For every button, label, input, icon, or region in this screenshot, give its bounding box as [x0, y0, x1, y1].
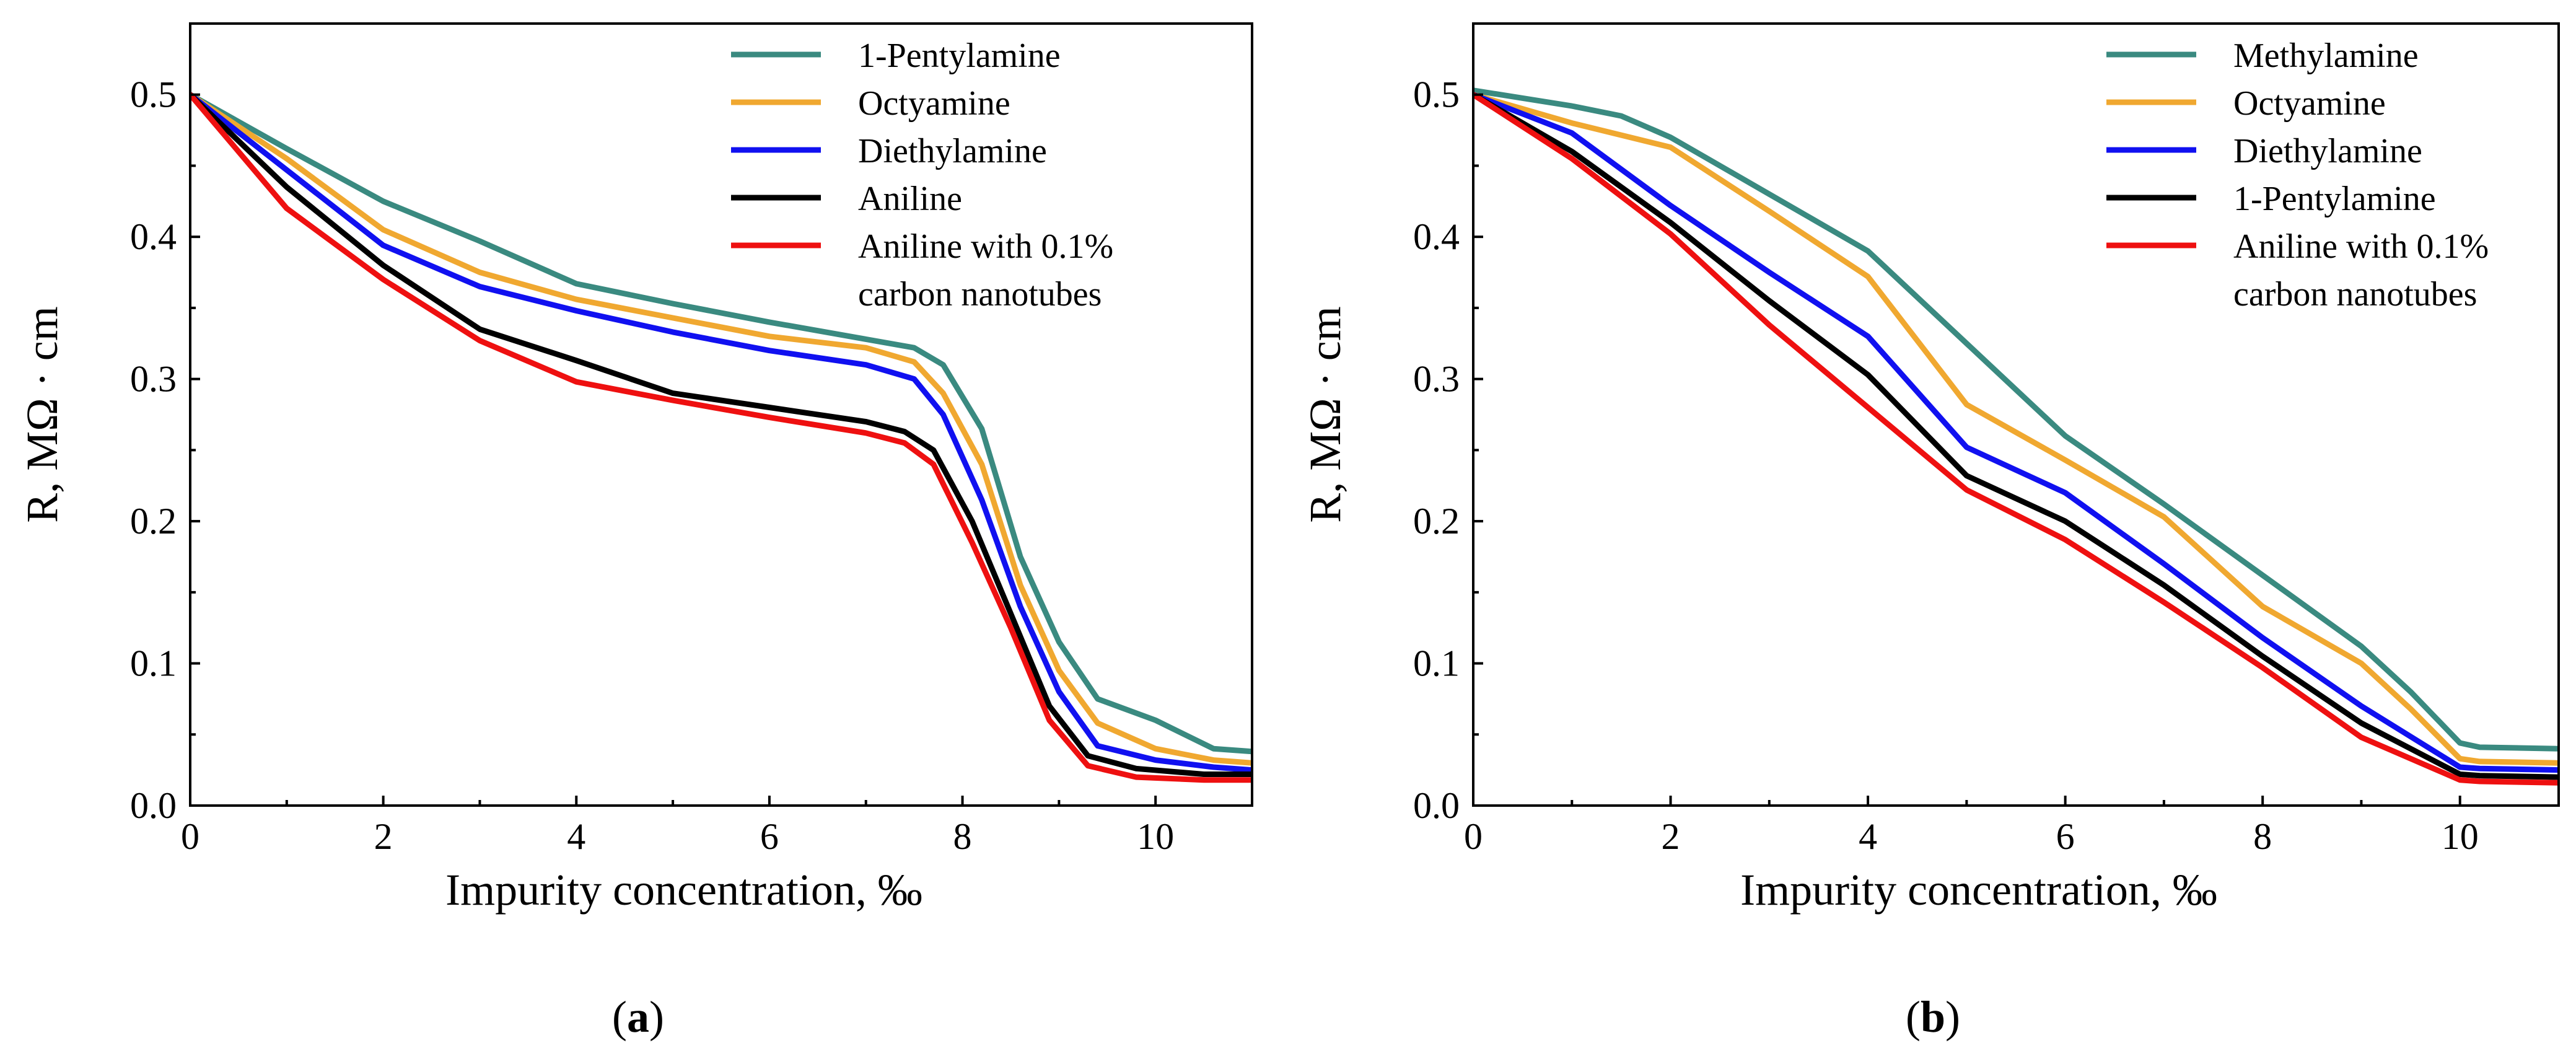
x-tick-label: 0: [1464, 816, 1483, 857]
legend-label-continued: carbon nanotubes: [858, 275, 1102, 314]
legend-label: Octyamine: [858, 84, 1010, 123]
series-line-aniline: [190, 92, 1252, 777]
y-axis-label: R, MΩ · cm: [17, 306, 67, 523]
legend: Methylamine Octyamine Diethylamine 1-Pentyl…: [2106, 37, 2489, 314]
y-tick-label: 0.2: [1413, 501, 1460, 542]
legend-label-continued: carbon nanotubes: [2233, 275, 2477, 314]
legend-label: Octyamine: [2233, 84, 2386, 123]
x-tick-label: 6: [760, 816, 779, 857]
x-tick-label: 2: [1662, 816, 1680, 857]
series-line-diethylamine: [1473, 92, 2559, 773]
y-tick-label: 0.2: [130, 501, 177, 542]
series-group: [190, 92, 1252, 783]
series-line-1-pentylamine: [190, 92, 1252, 755]
x-tick-label: 6: [2056, 816, 2075, 857]
y-tick-label: 0.3: [1413, 359, 1460, 400]
series-line-aniline-with-0-1-carbon-nanotubes: [1473, 92, 2559, 786]
y-tick-label: 0.5: [1413, 74, 1460, 115]
legend-label: Aniline with 0.1%: [858, 227, 1113, 266]
series-line-octyamine: [190, 92, 1252, 766]
y-tick-label: 0.4: [130, 216, 177, 257]
panel-label-open: (: [1906, 992, 1921, 1042]
x-tick-label: 8: [2253, 816, 2272, 857]
x-tick-label: 4: [567, 816, 585, 857]
y-tick-label: 0.1: [1413, 643, 1460, 684]
plot-frame: [1472, 22, 2560, 807]
y-tick-label: 0.5: [130, 74, 177, 115]
y-tick-label: 0.0: [130, 785, 177, 826]
plot-frame: [189, 22, 1253, 807]
x-tick-label: 0: [181, 816, 199, 857]
panel-label-letter: b: [1921, 992, 1945, 1042]
legend-label: Diethylamine: [2233, 132, 2422, 170]
x-tick-label: 10: [1137, 816, 1174, 857]
x-tick-label: 8: [953, 816, 972, 857]
legend-label: 1-Pentylamine: [2233, 180, 2436, 218]
series-line-aniline-with-0-1-carbon-nanotubes: [190, 92, 1252, 783]
legend-label: 1-Pentylamine: [858, 37, 1061, 75]
chart-panel-a: 0 2 4 6 8 10 0.0 0.1 0.2 0.3 0.4 0.5 Impurity concen…: [17, 22, 1253, 1042]
legend-label: Methylamine: [2233, 37, 2419, 75]
panel-label: (b): [1906, 992, 1960, 1042]
y-tick-label: 0.4: [1413, 216, 1460, 257]
chart-panel-b: 0 2 4 6 8 10 0.0 0.1 0.2 0.3 0.4 0.5 Impurity concen…: [1300, 22, 2560, 1042]
legend-label: Aniline with 0.1%: [2233, 227, 2489, 266]
y-tick-label: 0.3: [130, 359, 177, 400]
panel-label-letter: a: [627, 992, 649, 1042]
series-group: [1473, 87, 2559, 786]
x-axis-label: Impurity concentration, ‰: [1740, 865, 2217, 915]
x-axis-label: Impurity concentration, ‰: [445, 865, 922, 915]
panel-label-close: ): [1945, 992, 1960, 1042]
series-line-octyamine: [1473, 92, 2559, 766]
legend: 1-Pentylamine Octyamine Diethylamine Anilin…: [731, 37, 1113, 314]
x-tick-label: 10: [2442, 816, 2479, 857]
y-tick-label: 0.0: [1413, 785, 1460, 826]
series-line-diethylamine: [190, 92, 1252, 773]
y-axis-label: R, MΩ · cm: [1300, 306, 1350, 523]
panel-label-open: (: [612, 992, 627, 1042]
x-tick-label: 2: [374, 816, 393, 857]
panel-label: (a): [612, 992, 664, 1042]
legend-label: Diethylamine: [858, 132, 1047, 170]
series-line-1-pentylamine: [1473, 92, 2559, 780]
y-tick-label: 0.1: [130, 643, 177, 684]
series-line-methylamine: [1473, 87, 2559, 752]
panel-label-close: ): [649, 992, 664, 1042]
x-tick-label: 4: [1859, 816, 1877, 857]
legend-label: Aniline: [858, 180, 962, 218]
